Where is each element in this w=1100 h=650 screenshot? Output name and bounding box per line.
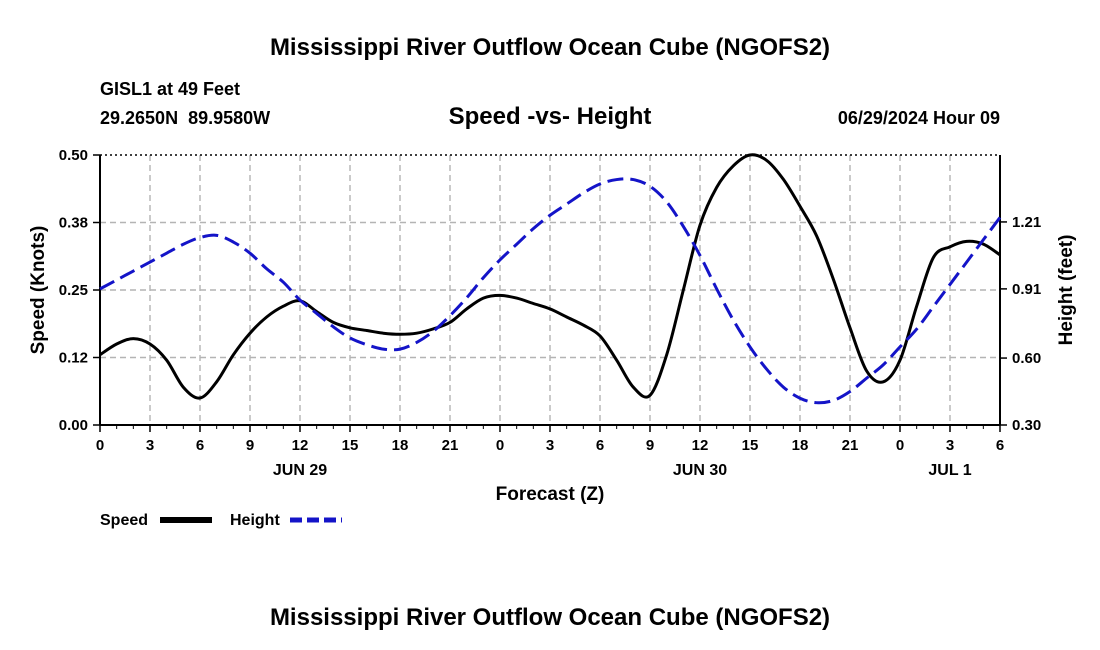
legend-label-speed: Speed	[100, 512, 148, 529]
series-lines	[99, 153, 1002, 405]
x-tick-label: 0	[96, 437, 104, 454]
station-name: GISL1 at 49 Feet	[100, 79, 240, 99]
y-tick-label-left: 0.25	[59, 282, 88, 299]
y-tick-label-right: 0.60	[1012, 350, 1041, 367]
legend-label-height: Height	[230, 512, 280, 529]
x-tick-label: 9	[246, 437, 254, 454]
x-tick-label: 3	[946, 437, 954, 454]
y-tick-label-left: 0.38	[59, 215, 88, 232]
grid-lines	[100, 155, 1000, 425]
footer-title: Mississippi River Outflow Ocean Cube (NG…	[270, 604, 830, 631]
x-axis-label: Forecast (Z)	[496, 484, 605, 505]
y-axis-label-left: Speed (Knots)	[28, 226, 49, 355]
x-tick-label: 3	[146, 437, 154, 454]
chart-title: Speed -vs- Height	[449, 103, 652, 130]
timestamp: 06/29/2024 Hour 09	[838, 108, 1000, 128]
main-title: Mississippi River Outflow Ocean Cube (NG…	[270, 34, 830, 61]
x-tick-label: 18	[392, 437, 409, 454]
x-tick-label: 3	[546, 437, 554, 454]
station-coords: 29.2650N 89.9580W	[100, 108, 270, 128]
x-tick-label: 21	[442, 437, 459, 454]
series-line-height	[99, 177, 1002, 405]
x-tick-label: 12	[292, 437, 309, 454]
x-tick-label: 15	[342, 437, 359, 454]
x-day-label: JUN 30	[673, 462, 727, 479]
x-tick-label: 0	[496, 437, 504, 454]
y-tick-label-left: 0.00	[59, 417, 88, 434]
y-tick-label-right: 0.91	[1012, 281, 1041, 298]
x-tick-label: 18	[792, 437, 809, 454]
y-axis-label-right: Height (feet)	[1056, 235, 1077, 346]
y-tick-label-right: 0.30	[1012, 417, 1041, 434]
x-tick-label: 0	[896, 437, 904, 454]
series-line-speed	[99, 153, 1001, 400]
x-tick-label: 6	[196, 437, 204, 454]
x-tick-label: 12	[692, 437, 709, 454]
legend: Speed Height	[100, 512, 342, 529]
x-tick-label: 6	[996, 437, 1004, 454]
y-tick-label-right: 1.21	[1012, 214, 1041, 231]
x-day-label: JUN 29	[273, 462, 327, 479]
x-tick-label: 9	[646, 437, 654, 454]
x-tick-label: 15	[742, 437, 759, 454]
x-tick-label: 21	[842, 437, 859, 454]
x-tick-label: 6	[596, 437, 604, 454]
x-day-label: JUL 1	[928, 462, 971, 479]
axes: 0 3 6 9 12 15 18 21 0 3 6 9 12 15 18 21 0 3 6 0.00 0.12 0.25 0…	[59, 147, 1041, 479]
y-tick-label-left: 0.50	[59, 147, 88, 164]
y-tick-label-left: 0.12	[59, 350, 88, 367]
